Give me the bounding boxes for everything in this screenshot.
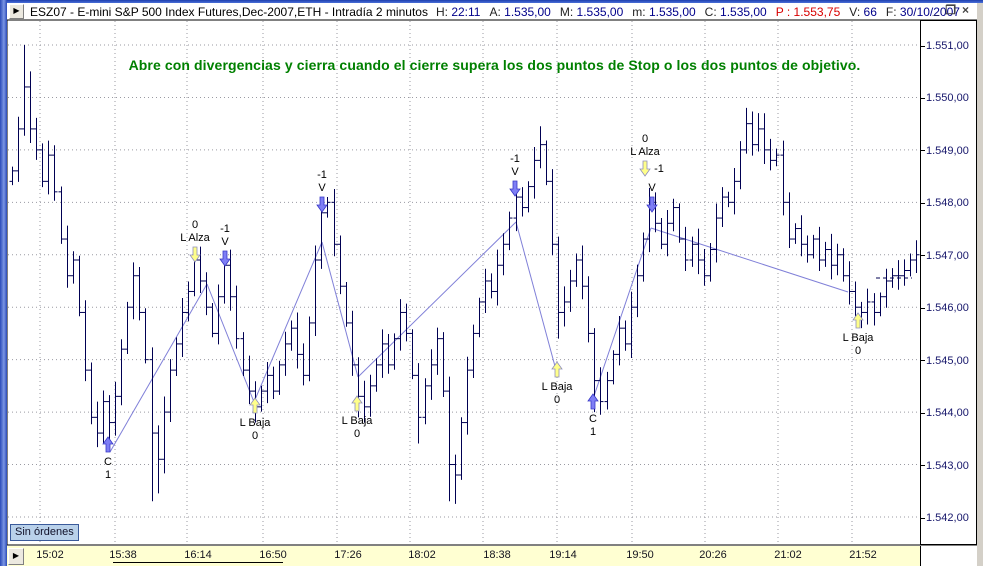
quote-field: C: 1.535,00 [704,4,767,19]
marker-label: V [648,182,656,194]
y-axis-label: 1.543,00 [921,460,969,472]
pivot-low-arrow-icon [551,361,563,378]
x-axis-label: 15:38 [109,549,137,561]
trend-line [253,241,323,403]
trend-line [650,227,849,293]
marker-label: 0 [354,428,360,440]
trend-line [206,283,255,403]
marker-label: -1 [510,153,520,165]
trend-line [357,221,517,378]
y-axis-label: 1.550,00 [921,92,969,104]
x-axis-label: 18:02 [408,549,436,561]
maximize-button-icon[interactable]: ❒ [945,3,956,17]
x-axis-label: 16:50 [259,549,287,561]
quote-field: F: 30/10/2007 [885,4,960,19]
marker-label: L Baja [342,415,374,427]
marker-label: L Baja [843,332,875,344]
pivot-low-arrow-icon [852,312,864,329]
trend-line [109,283,208,453]
marker-label: 1 [590,426,596,438]
quote-field: M: 1.535,00 [559,4,624,19]
marker-label: 0 [554,394,560,406]
y-axis-label: 1.547,00 [921,250,969,262]
quote-field: m: 1.535,00 [632,4,696,19]
x-axis-label: 17:26 [334,549,362,561]
quote-field: P : 1.553,75 [775,4,841,19]
sell-arrow-icon [219,250,231,267]
time-axis[interactable]: ▶ 15:02 15:38 16:14 16:50 17:26 18:02 18:38 19:… [7,546,920,566]
marker-label: V [511,166,519,178]
system-menu-arrow-icon[interactable]: ▶ [9,4,24,19]
buy-arrow-icon [587,393,599,410]
marker-label: -1 [317,169,327,181]
window-buttons: _ ❒ × [933,3,969,18]
title-bar: ▶ ESZ07 - E-mini S&P 500 Index Futures,D… [7,3,977,20]
axis-corner [920,546,977,566]
x-axis-label: 15:02 [36,549,64,561]
price-axis[interactable]: 1.551,00 1.550,00 1.549,00 1.548,00 1.547,00… [920,20,977,545]
x-axis-label: 21:02 [774,549,802,561]
window-frame-right [977,3,983,566]
y-axis-label: 1.548,00 [921,197,969,209]
y-axis-label: 1.546,00 [921,302,969,314]
marker-label: L Alza [180,232,210,244]
close-button-icon[interactable]: × [961,3,969,17]
x-axis-label: 20:26 [699,549,727,561]
marker-label: C [104,456,112,468]
sell-arrow-icon [316,196,328,213]
marker-label: C [589,413,597,425]
y-axis-label: 1.551,00 [921,40,969,52]
window-frame-top [0,0,983,3]
marker-label: V [318,182,326,194]
marker-label: 0 [192,219,198,231]
x-axis-label: 18:38 [483,549,511,561]
y-axis-label: 1.545,00 [921,355,969,367]
pivot-high-arrow-icon [639,160,651,177]
buy-arrow-icon [102,436,114,453]
quote-fields: H: 22:11 A: 1.535,00 M: 1.535,00 m: 1.535,0… [436,5,969,19]
y-axis-label: 1.542,00 [921,512,969,524]
pivot-low-arrow-icon [351,395,363,412]
marker-label: 0 [252,430,258,442]
quote-field: A: 1.535,00 [489,4,551,19]
marker-label: L Baja [240,417,272,429]
x-axis-label: 19:14 [549,549,577,561]
marker-label: -1 [654,163,664,175]
x-axis-label: 16:14 [184,549,212,561]
orders-status-badge: Sin órdenes [10,524,79,541]
pivot-high-arrow-icon [189,246,201,263]
window-frame-left [0,0,7,566]
marker-label: L Baja [542,381,574,393]
y-axis-label: 1.544,00 [921,407,969,419]
marker-label: V [221,236,229,248]
marker-label: 0 [855,345,861,357]
scroll-left-arrow-icon[interactable]: ▶ [8,548,24,565]
minimize-button-icon[interactable]: _ [932,3,940,17]
marker-label: -1 [220,223,230,235]
quote-field: H: 22:11 [435,4,481,19]
session-mark [113,562,283,563]
strategy-annotation: Abre con divergencias y cierra cuando el… [128,57,861,73]
y-axis-label: 1.549,00 [921,145,969,157]
marker-label: 1 [105,469,111,481]
trend-line [515,221,557,371]
pivot-low-arrow-icon [249,397,261,414]
sell-arrow-icon [646,196,658,213]
quote-field: V: 66 [849,4,877,19]
x-axis-label: 21:52 [849,549,877,561]
marker-label: 0 [642,133,648,145]
instrument-title: ESZ07 - E-mini S&P 500 Index Futures,Dec… [30,4,428,19]
marker-label: L Alza [630,146,660,158]
x-axis-label: 19:50 [626,549,654,561]
sell-arrow-icon [509,180,521,197]
trend-line [593,227,652,397]
